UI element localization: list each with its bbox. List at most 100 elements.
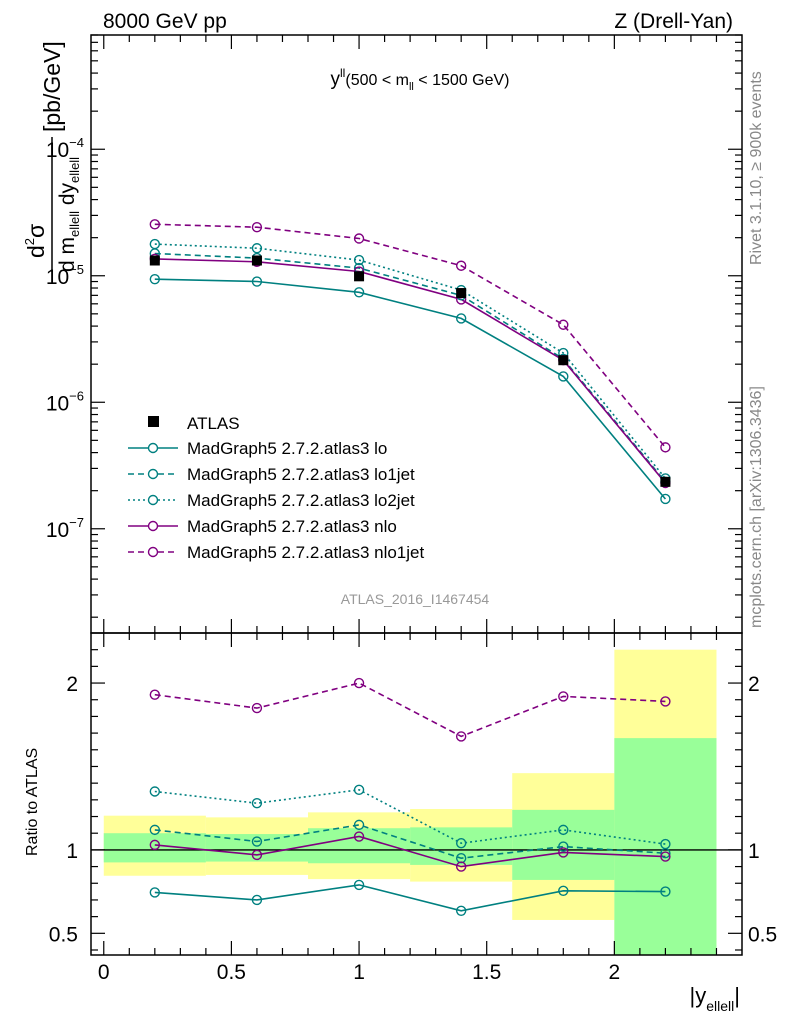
xtick-label: 0 [98,961,110,984]
series-point-madgraph5-2-7-2-atlas3-nlo1jet-5 [660,442,671,453]
ratio-point-madgraph5-2-7-2-atlas3-nlo1jet-3 [455,731,467,742]
legend-marker-madgraph5-2-7-2-atlas3-lo [147,442,159,454]
series-point-madgraph5-2-7-2-atlas3-lo-5 [660,493,671,505]
series-line-madgraph5-2-7-2-atlas3-nlo1jet [154,223,667,448]
ratio-point-madgraph5-2-7-2-atlas3-lo-3 [455,905,467,916]
series-line-madgraph5-2-7-2-atlas3-lo [154,278,667,500]
legend-marker-madgraph5-2-7-2-atlas3-lo1jet [147,468,159,480]
ratio-band-inner-2 [308,828,411,864]
data-point-atlas-5 [660,476,671,487]
ratio-band-inner-1 [205,834,308,862]
plot-title: yll(500 < mll < 1500 GeV) [331,66,510,93]
data-point-atlas-4 [558,355,569,366]
legend-marker-atlas [148,416,159,427]
legend-marker-madgraph5-2-7-2-atlas3-lo2jet [147,494,159,506]
xtick-label: 2 [609,961,621,984]
xlabel: |yellell| [690,983,740,1014]
ratio-ytick-label-left: 1 [66,840,78,863]
ratio-ytick-label-right: 2 [748,673,760,696]
series-point-madgraph5-2-7-2-atlas3-nlo1jet-4 [558,319,569,330]
ratio-point-madgraph5-2-7-2-atlas3-nlo-4 [558,847,569,858]
ratio-point-madgraph5-2-7-2-atlas3-nlo1jet-0 [149,689,161,700]
ratio-point-madgraph5-2-7-2-atlas3-lo-1 [251,894,263,906]
legend-label-madgraph5-2-7-2-atlas3-lo1jet: MadGraph5 2.7.2.atlas3 lo1jet [187,465,415,484]
ratio-point-madgraph5-2-7-2-atlas3-lo1jet-4 [558,841,569,852]
ratio-line-madgraph5-2-7-2-atlas3-nlo1jet [154,682,666,738]
ratio-point-madgraph5-2-7-2-atlas3-lo2jet-2 [353,784,365,796]
xtick-label: 1.5 [472,961,501,984]
main-ytick-label: 10−5 [46,262,84,289]
series-point-madgraph5-2-7-2-atlas3-lo2jet-1 [251,243,263,254]
series-point-madgraph5-2-7-2-atlas3-lo-0 [149,273,161,285]
data-point-atlas-1 [251,255,262,266]
ratio-point-madgraph5-2-7-2-atlas3-nlo-1 [251,849,263,861]
ratio-point-madgraph5-2-7-2-atlas3-lo-2 [353,879,365,891]
main-ytick-label: 10−7 [46,515,84,542]
analysis-watermark: ATLAS_2016_I1467454 [341,591,490,607]
ratio-band-inner-5 [614,738,717,955]
series-point-madgraph5-2-7-2-atlas3-nlo1jet-1 [251,221,263,233]
ratio-point-madgraph5-2-7-2-atlas3-lo-5 [660,886,671,897]
ylabel-top: d2σ d mellell dyellell [pb/GeV] [22,41,82,272]
xtick-label: 1 [353,961,365,984]
ratio-ytick-label-right: 1 [748,840,760,863]
ratio-point-madgraph5-2-7-2-atlas3-lo2jet-5 [660,838,671,850]
ratio-point-madgraph5-2-7-2-atlas3-lo2jet-4 [558,824,569,836]
main-ytick-label: 10−4 [46,135,84,162]
series-point-madgraph5-2-7-2-atlas3-lo-4 [558,371,569,382]
ratio-point-madgraph5-2-7-2-atlas3-nlo-0 [149,839,161,851]
xtick-label: 0.5 [217,961,246,984]
series-point-madgraph5-2-7-2-atlas3-nlo1jet-0 [149,219,161,230]
ratio-ytick-label-left: 0.5 [49,923,78,946]
header-left: 8000 GeV pp [103,10,227,33]
ratio-point-madgraph5-2-7-2-atlas3-lo1jet-0 [149,824,161,836]
legend: ATLAS MadGraph5 2.7.2.atlas3 lo MadGraph5 … [128,414,424,562]
legend-marker-madgraph5-2-7-2-atlas3-nlo [147,520,159,532]
series-point-madgraph5-2-7-2-atlas3-lo-2 [353,287,365,298]
ylabel-unit: [pb/GeV] [39,41,65,132]
mcplots-label: mcplots.cern.ch [arXiv:1306.3436] [748,386,765,628]
ratio-point-madgraph5-2-7-2-atlas3-nlo-5 [660,851,671,862]
ratio-ytick-label-right: 0.5 [748,923,777,946]
series-line-madgraph5-2-7-2-atlas3-lo2jet [154,243,667,479]
ratio-line-madgraph5-2-7-2-atlas3-nlo [154,835,666,868]
legend-label-madgraph5-2-7-2-atlas3-nlo: MadGraph5 2.7.2.atlas3 nlo [187,517,397,536]
ylabel-denominator: d mellell dyellell [56,157,82,272]
legend-marker-madgraph5-2-7-2-atlas3-nlo1jet [147,546,159,558]
series-point-madgraph5-2-7-2-atlas3-lo-3 [455,313,467,324]
ratio-point-madgraph5-2-7-2-atlas3-nlo1jet-5 [660,696,671,707]
ratio-panel: 0.5 0.5 1 1 2 2 0 0.5 1 1.5 2 [49,632,777,984]
ratio-point-madgraph5-2-7-2-atlas3-lo-4 [558,885,569,896]
ratio-point-madgraph5-2-7-2-atlas3-lo-0 [149,887,161,898]
ratio-line-madgraph5-2-7-2-atlas3-lo [154,884,666,912]
ratio-point-madgraph5-2-7-2-atlas3-lo2jet-3 [455,838,467,849]
legend-label-madgraph5-2-7-2-atlas3-nlo1jet: MadGraph5 2.7.2.atlas3 nlo1jet [187,543,424,562]
legend-label-atlas: ATLAS [187,414,240,433]
ratio-frame [90,632,743,956]
rivet-label: Rivet 3.1.10, ≥ 900k events [748,71,765,265]
header-right: Z (Drell-Yan) [614,10,733,33]
ylabel-numerator: d2σ [22,224,49,258]
data-point-atlas-0 [149,255,160,266]
series-point-madgraph5-2-7-2-atlas3-lo2jet-0 [149,238,161,250]
ratio-point-madgraph5-2-7-2-atlas3-nlo-3 [455,861,467,872]
ratio-ytick-label-left: 2 [66,673,78,696]
series-point-madgraph5-2-7-2-atlas3-lo-1 [251,276,263,287]
main-ytick-label: 10−6 [46,388,84,415]
series-point-madgraph5-2-7-2-atlas3-nlo1jet-2 [353,233,365,244]
ratio-point-madgraph5-2-7-2-atlas3-nlo1jet-2 [353,677,365,689]
ratio-point-madgraph5-2-7-2-atlas3-nlo1jet-1 [251,702,263,714]
ratio-point-madgraph5-2-7-2-atlas3-lo2jet-1 [251,797,263,809]
main-panel: 10−7 10−6 10−5 10−4 [46,34,743,634]
ratio-point-madgraph5-2-7-2-atlas3-nlo1jet-4 [558,691,569,702]
series-line-madgraph5-2-7-2-atlas3-lo1jet [154,252,667,483]
ratio-line-madgraph5-2-7-2-atlas3-lo1jet [154,824,666,860]
data-point-atlas-3 [456,288,467,299]
ratio-point-madgraph5-2-7-2-atlas3-lo1jet-1 [251,836,263,847]
ylabel-ratio: Ratio to ATLAS [24,748,41,856]
data-point-atlas-2 [354,271,365,282]
series-point-madgraph5-2-7-2-atlas3-lo2jet-2 [353,254,365,266]
ratio-point-madgraph5-2-7-2-atlas3-lo1jet-2 [353,819,365,831]
ratio-band-inner-4 [512,809,615,880]
